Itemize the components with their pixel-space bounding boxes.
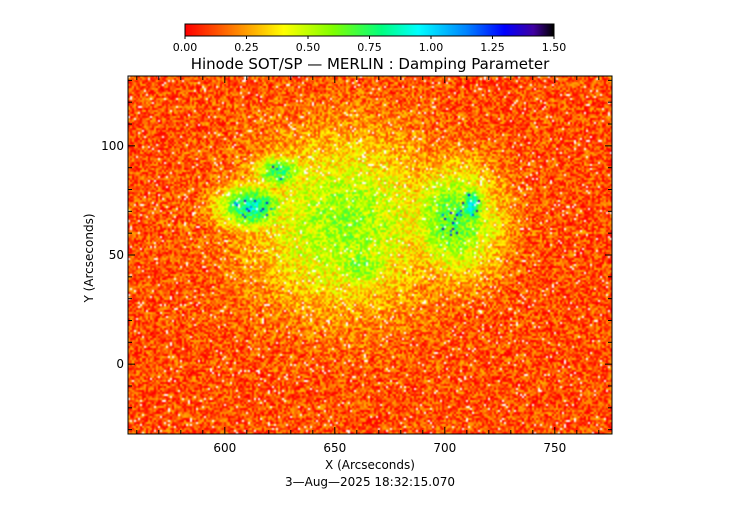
y-axis-label: Y (Arcseconds) bbox=[82, 213, 96, 303]
colorbar-tick-label: 1.50 bbox=[542, 41, 567, 54]
colorbar: 0.00 0.25 0.50 0.75 1.00 1.25 1.50 bbox=[173, 23, 567, 54]
colorbar-tick-label: 0.50 bbox=[296, 41, 321, 54]
colorbar-tick-label: 1.00 bbox=[419, 41, 444, 54]
colorbar-tick-label: 1.25 bbox=[480, 41, 505, 54]
x-tick-label: 750 bbox=[543, 441, 566, 455]
y-tick-label: 50 bbox=[109, 248, 124, 262]
colorbar-tick-label: 0.75 bbox=[357, 41, 382, 54]
plot-area: 600 650 700 750 0 50 100 bbox=[101, 75, 613, 455]
timestamp-footer: 3—Aug—2025 18:32:15.070 bbox=[285, 475, 455, 489]
x-axis-ticks: 600 650 700 750 bbox=[136, 76, 600, 455]
colorbar-tick-label: 0.00 bbox=[173, 41, 198, 54]
y-axis-ticks: 0 50 100 bbox=[101, 79, 612, 431]
colorbar-gradient bbox=[185, 24, 554, 36]
colorbar-tick-label: 0.25 bbox=[234, 41, 259, 54]
damping-heatmap bbox=[128, 76, 612, 434]
colorbar-ticks: 0.00 0.25 0.50 0.75 1.00 1.25 1.50 bbox=[173, 36, 567, 54]
x-tick-label: 700 bbox=[433, 441, 456, 455]
x-tick-label: 650 bbox=[323, 441, 346, 455]
x-axis-label: X (Arcseconds) bbox=[325, 458, 415, 472]
x-tick-label: 600 bbox=[213, 441, 236, 455]
chart-title: Hinode SOT/SP — MERLIN : Damping Paramet… bbox=[191, 55, 550, 73]
y-tick-label: 100 bbox=[101, 139, 124, 153]
y-tick-label: 0 bbox=[116, 357, 124, 371]
